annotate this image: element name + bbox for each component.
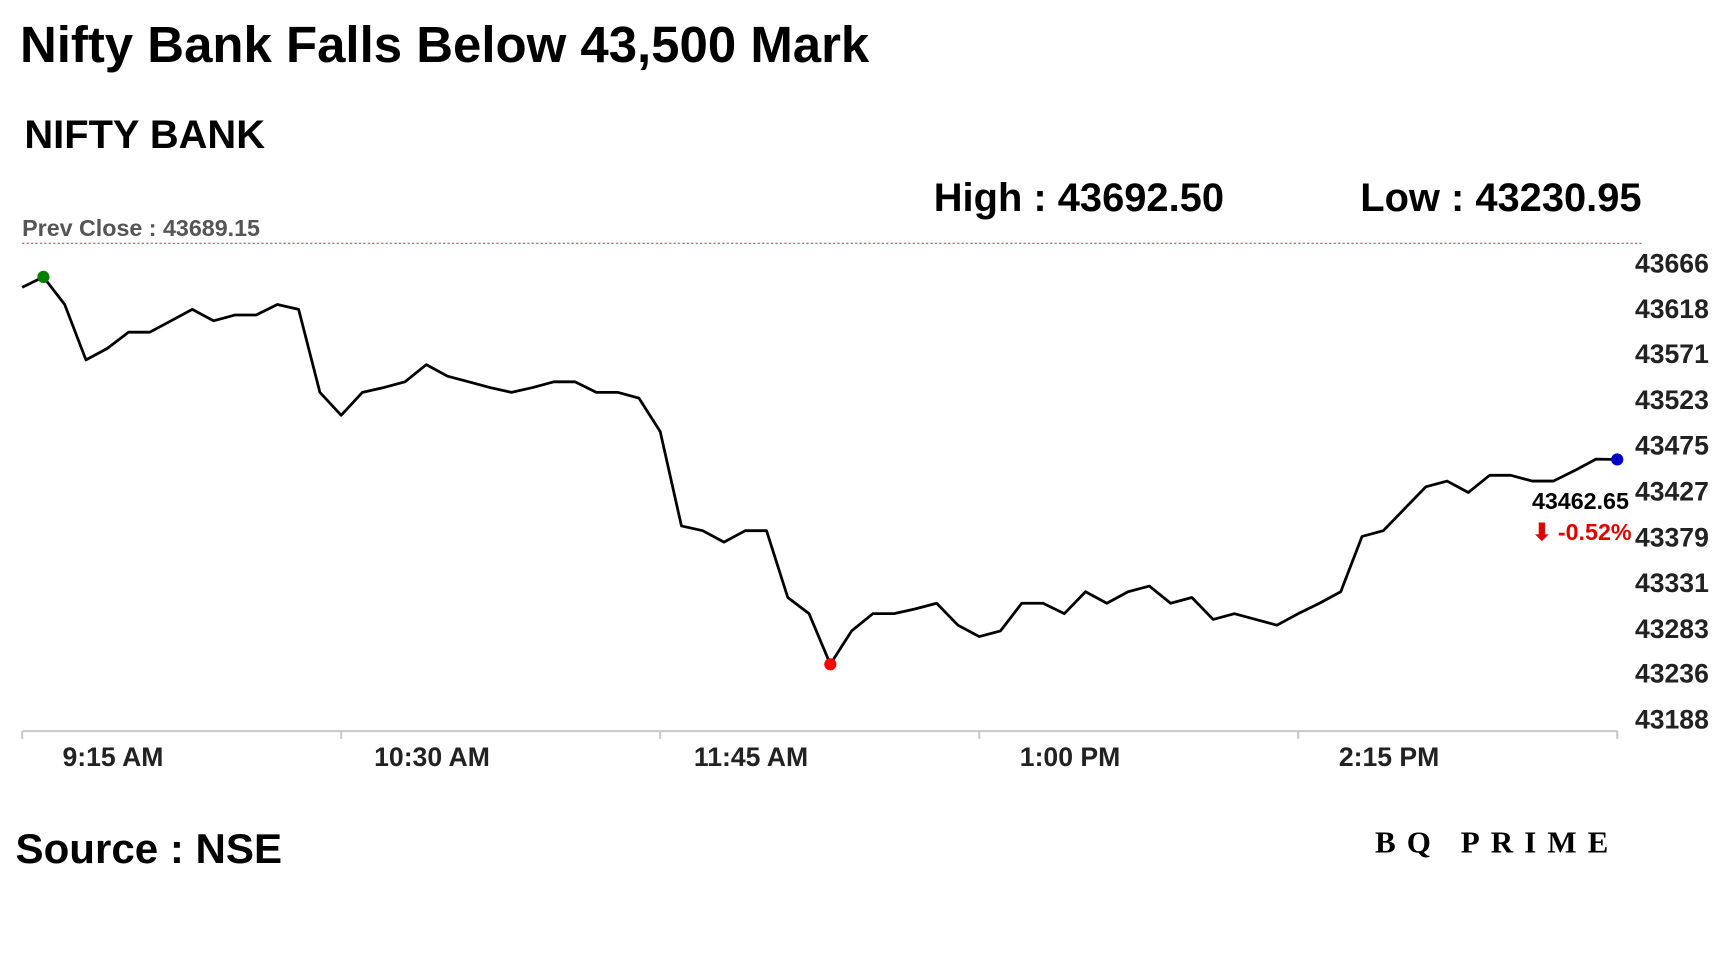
y-tick-label: 43475: [1635, 431, 1709, 461]
x-tick-label: 1:00 PM: [1020, 742, 1120, 772]
prev-close-label: Prev Close : 43689.15: [22, 215, 260, 241]
last-price: 43462.65: [1532, 488, 1629, 514]
y-tick-label: 43427: [1635, 476, 1709, 506]
y-tick-label: 43523: [1635, 385, 1709, 415]
y-tick-label: 43571: [1635, 339, 1709, 369]
brand-logo: BQ PRIME: [1375, 824, 1619, 859]
change-label: ⬇ -0.52%: [1532, 519, 1632, 545]
chart-title: Nifty Bank Falls Below 43,500 Mark: [20, 16, 870, 73]
point-marker: [37, 270, 50, 283]
y-tick-label: 43236: [1635, 659, 1709, 689]
source: Source : NSE: [16, 825, 283, 872]
x-tick-label: 2:15 PM: [1339, 742, 1439, 772]
point-marker: [1611, 453, 1624, 466]
y-tick-label: 43331: [1635, 568, 1709, 598]
x-tick-label: 9:15 AM: [63, 742, 164, 772]
y-tick-label: 43283: [1635, 614, 1709, 644]
y-tick-label: 43379: [1635, 522, 1709, 552]
subtitle: NIFTY BANK: [24, 113, 265, 157]
x-tick-label: 11:45 AM: [694, 742, 808, 772]
high-label: High : 43692.50: [934, 176, 1224, 220]
y-tick-label: 43618: [1635, 294, 1709, 324]
price-line: [21, 275, 1618, 666]
low-label: Low : 43230.95: [1360, 176, 1641, 220]
y-tick-label: 43666: [1635, 248, 1709, 278]
y-tick-label: 43188: [1635, 705, 1709, 735]
point-marker: [824, 658, 837, 671]
x-tick-label: 10:30 AM: [374, 742, 490, 772]
